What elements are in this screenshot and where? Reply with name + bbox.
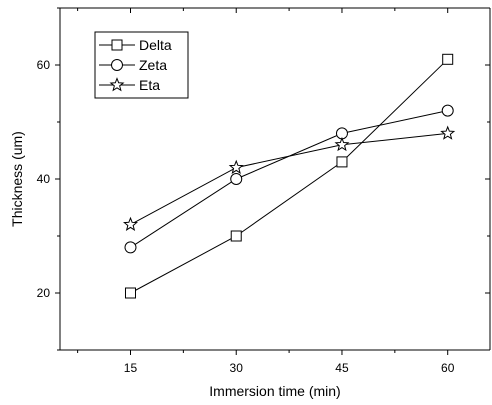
data-point-delta (124, 287, 136, 299)
data-point-zeta (441, 104, 454, 117)
data-point-eta (122, 216, 138, 231)
data-point-eta (334, 136, 350, 152)
series-line-eta (130, 132, 448, 226)
data-point-delta (336, 156, 348, 168)
data-point-zeta (124, 241, 137, 254)
series-line-delta (130, 58, 449, 294)
y-tick-label: 20 (37, 286, 51, 300)
legend-label-zeta: Zeta (139, 57, 167, 73)
x-tick-label: 60 (441, 361, 455, 375)
legend: Delta Zeta Eta (94, 31, 189, 99)
y-tick-label: 40 (37, 172, 51, 186)
x-tick-label: 30 (230, 361, 244, 375)
legend-item-delta: Delta (99, 37, 172, 53)
x-axis-label: Immersion time (min) (209, 383, 340, 399)
legend-label-delta: Delta (139, 37, 172, 53)
legend-marker-zeta (111, 59, 123, 71)
data-point-eta (440, 125, 456, 140)
series-eta (122, 125, 456, 231)
x-tick-label: 45 (335, 361, 349, 375)
data-point-delta (442, 53, 454, 65)
legend-item-eta: Eta (99, 77, 160, 93)
legend-marker-delta (111, 39, 123, 51)
axes: 15 30 45 60 20 40 60 (37, 7, 491, 375)
data-point-delta (230, 230, 242, 242)
y-axis-label: Thickness (um) (9, 131, 25, 227)
series-line-zeta (130, 110, 448, 248)
series-delta (124, 53, 454, 299)
series-zeta (124, 104, 454, 254)
data-point-eta (228, 159, 244, 174)
y-tick-label: 60 (37, 58, 51, 72)
legend-item-zeta: Zeta (99, 57, 167, 73)
series-group (122, 53, 456, 299)
x-tick-label: 15 (124, 361, 138, 375)
data-point-zeta (230, 173, 243, 185)
legend-label-eta: Eta (139, 77, 160, 93)
legend-marker-eta (109, 77, 125, 92)
